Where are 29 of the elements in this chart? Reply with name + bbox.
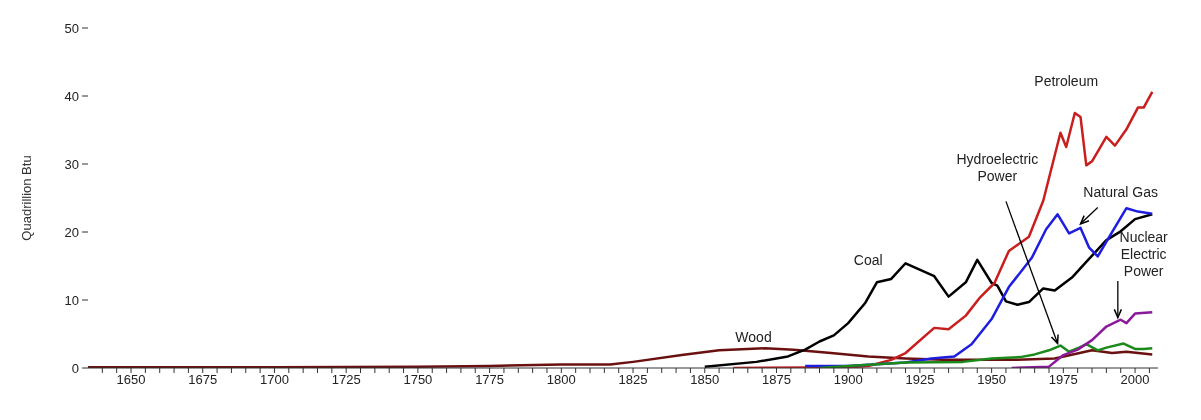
x-tick-label: 1800	[546, 372, 576, 388]
x-tick-label: 1675	[188, 372, 218, 388]
x-tick-label: 1825	[618, 372, 648, 388]
series-label: Natural Gas	[1083, 183, 1159, 200]
x-tick-label: 1725	[331, 372, 361, 388]
x-tick-label: 1700	[260, 372, 289, 388]
y-tick-label: 50	[64, 20, 79, 36]
text: Nuclear Electric Power	[1119, 229, 1169, 280]
x-tick-label: 1950	[977, 372, 1007, 388]
y-tick-label: 20	[64, 224, 79, 240]
y-axis-title: Quadrillion Btu	[18, 155, 34, 241]
y-tick-label: 30	[64, 156, 79, 172]
y-tick-label: 40	[64, 88, 79, 104]
y-tick-label: 0	[71, 360, 79, 376]
text: Petroleum	[1034, 72, 1099, 89]
series-label: Wood	[735, 329, 772, 346]
y-tick-label: 10	[64, 292, 79, 308]
x-tick-label: 1750	[403, 372, 433, 388]
x-tick-label: 2000	[1120, 372, 1150, 388]
x-tick-label: 1650	[116, 372, 146, 388]
line-series	[88, 347, 1154, 368]
x-tick-label: 1975	[1048, 372, 1078, 388]
x-tick-label: 1875	[762, 372, 791, 388]
x-tick-label: 1925	[905, 372, 935, 388]
series-label: Coal	[853, 251, 883, 268]
x-tick-label: 1775	[475, 372, 505, 388]
x-tick-label: 1850	[690, 372, 720, 388]
text: Hydroelectric Power	[956, 151, 1039, 184]
x-tick-label: 1900	[833, 372, 863, 388]
